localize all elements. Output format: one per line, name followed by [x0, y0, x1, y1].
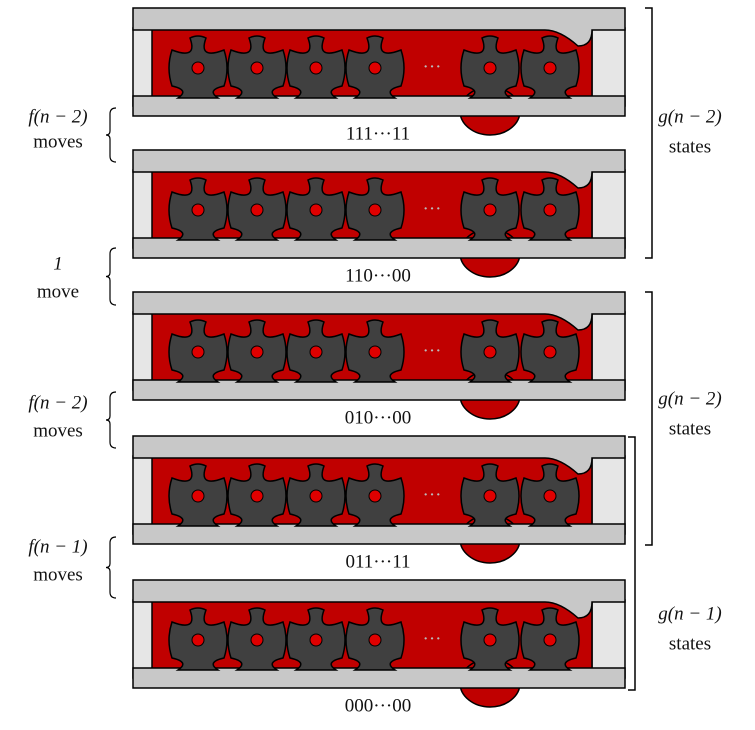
right-label-top: g(n − 1)	[658, 603, 721, 624]
disc-hole	[191, 633, 205, 647]
bottom-bar	[132, 523, 626, 545]
top-bar	[132, 291, 626, 331]
bracket	[645, 7, 653, 259]
disc-hole	[191, 489, 205, 503]
left-label-bottom: moves	[33, 564, 83, 585]
ellipsis: ···	[423, 198, 442, 219]
right-label-bottom: states	[669, 633, 711, 654]
left-label-top: f(n − 2)	[28, 392, 87, 413]
right-label-bottom: states	[669, 418, 711, 439]
disc-hole	[543, 203, 557, 217]
top-bar	[132, 435, 626, 475]
state-caption: 110···00	[345, 265, 411, 286]
disc-hole	[368, 61, 382, 75]
left-label-top: 1	[53, 253, 63, 274]
top-bar	[132, 579, 626, 619]
disc-hole	[250, 489, 264, 503]
right-block	[591, 599, 626, 679]
top-bar	[132, 149, 626, 189]
disc-hole	[368, 203, 382, 217]
ellipsis: ···	[423, 484, 442, 505]
left-label-top: f(n − 2)	[28, 106, 87, 127]
disc-hole	[309, 345, 323, 359]
ellipsis: ···	[423, 56, 442, 77]
disc-hole	[250, 203, 264, 217]
right-block	[591, 455, 626, 535]
right-label-top: g(n − 2)	[658, 388, 721, 409]
left-label-bottom: moves	[33, 131, 83, 152]
disc-hole	[483, 633, 497, 647]
left-block	[132, 169, 154, 249]
disc-hole	[483, 61, 497, 75]
left-label-bottom: move	[37, 281, 79, 302]
disc-hole	[250, 345, 264, 359]
disc-hole	[309, 203, 323, 217]
disc-hole	[309, 489, 323, 503]
disc-hole	[309, 633, 323, 647]
disc-hole	[250, 633, 264, 647]
disc-hole	[368, 489, 382, 503]
bracket	[628, 436, 636, 691]
disc-hole	[191, 203, 205, 217]
ellipsis: ···	[423, 628, 442, 649]
disc-hole	[543, 633, 557, 647]
bottom-bar	[132, 237, 626, 259]
right-block	[591, 169, 626, 249]
bottom-bar	[132, 379, 626, 401]
disc-hole	[543, 61, 557, 75]
state-caption: 010···00	[345, 407, 411, 428]
brace	[105, 247, 117, 306]
disc-hole	[368, 345, 382, 359]
disc-hole	[483, 345, 497, 359]
brace	[105, 107, 117, 163]
left-block	[132, 455, 154, 535]
disc-hole	[368, 633, 382, 647]
disc-hole	[543, 345, 557, 359]
brace	[105, 391, 117, 449]
right-block	[591, 311, 626, 391]
disc-hole	[250, 61, 264, 75]
bottom-bar	[132, 95, 626, 117]
left-block	[132, 27, 154, 107]
left-label-top: f(n − 1)	[28, 536, 87, 557]
disc-hole	[483, 489, 497, 503]
disc-hole	[191, 61, 205, 75]
disc-hole	[543, 489, 557, 503]
left-block	[132, 599, 154, 679]
state-caption: 011···11	[345, 551, 410, 572]
right-block	[591, 27, 626, 107]
ellipsis: ···	[423, 340, 442, 361]
disc-hole	[191, 345, 205, 359]
state-caption: 000···00	[345, 695, 411, 716]
brace	[105, 536, 117, 599]
left-block	[132, 311, 154, 391]
bottom-bar	[132, 667, 626, 689]
disc-hole	[309, 61, 323, 75]
top-bar	[132, 7, 626, 47]
right-label-bottom: states	[669, 136, 711, 157]
state-caption: 111···11	[346, 123, 410, 144]
left-label-bottom: moves	[33, 420, 83, 441]
bracket	[645, 291, 653, 546]
right-label-top: g(n − 2)	[658, 106, 721, 127]
disc-hole	[483, 203, 497, 217]
